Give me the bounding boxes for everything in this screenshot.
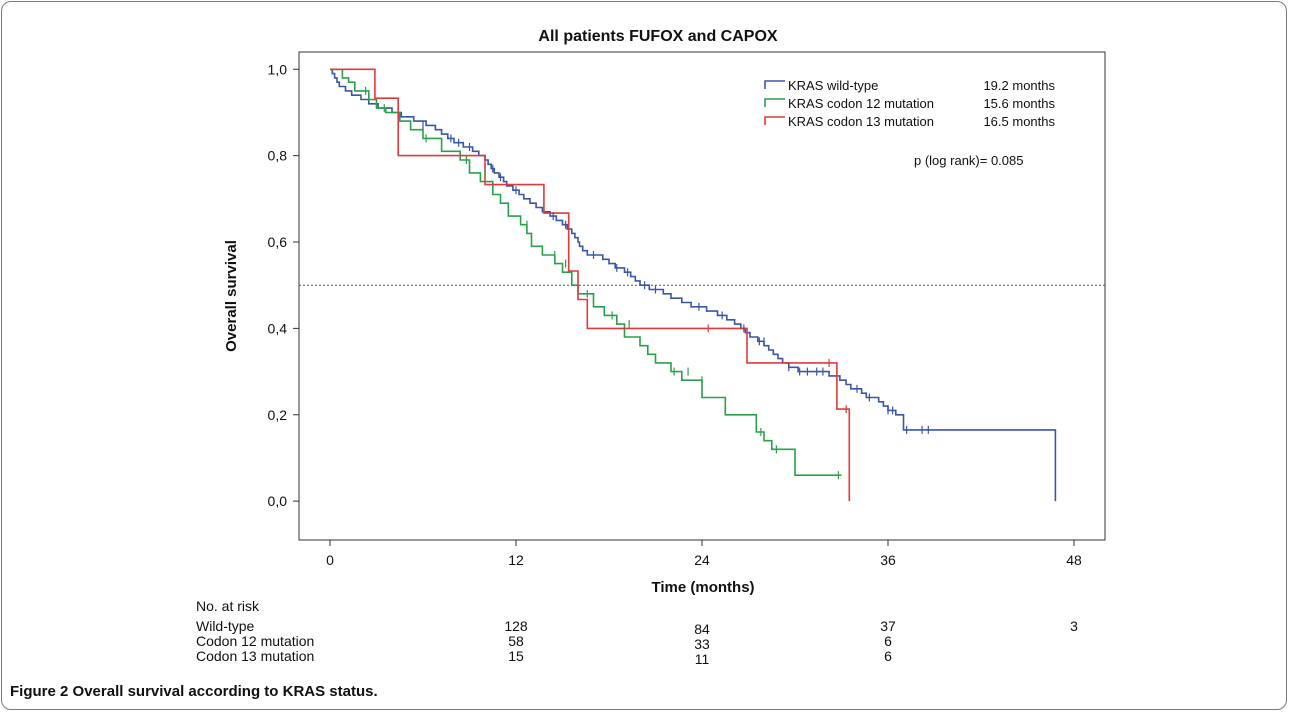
figure-caption: Figure 2 Overall survival according to K… xyxy=(10,683,378,700)
risk-row-value: 6 xyxy=(884,633,892,649)
y-axis-label: Overall survival xyxy=(223,240,240,352)
risk-row-label: Codon 12 mutation xyxy=(196,633,314,649)
legend: KRAS wild-type 19.2 months KRAS codon 12 m… xyxy=(764,78,1055,129)
caption-text: Overall survival according to KRAS statu… xyxy=(72,683,378,700)
y-tick-label: 0,0 xyxy=(268,493,288,509)
y-tick-label: 0,2 xyxy=(268,407,288,423)
caption-label: Figure 2 xyxy=(10,683,69,700)
axes: 0 12 24 36 48 0,0 0,2 0,4 0,6 0,8 1,0 xyxy=(268,61,1082,568)
risk-row-value: 33 xyxy=(694,636,710,652)
x-tick-label: 24 xyxy=(694,552,710,568)
risk-row-label: Codon 13 mutation xyxy=(196,648,314,664)
legend-swatch-2 xyxy=(764,98,785,107)
x-tick-label: 36 xyxy=(880,552,896,568)
x-tick-label: 0 xyxy=(326,552,334,568)
risk-row-label: Wild-type xyxy=(196,618,255,634)
legend-swatch-3 xyxy=(764,116,785,125)
legend-label-2: KRAS codon 12 mutation xyxy=(788,96,934,111)
risk-row-value: 84 xyxy=(694,621,710,637)
series-line-3 xyxy=(330,68,851,502)
legend-median-3: 16.5 months xyxy=(983,114,1055,129)
risk-row-value: 11 xyxy=(695,651,710,667)
y-tick-label: 0,8 xyxy=(268,148,288,164)
series-lines xyxy=(330,68,1057,502)
y-tick-label: 0,6 xyxy=(268,234,288,250)
chart-title: All patients FUFOX and CAPOX xyxy=(538,28,777,45)
risk-row-value: 128 xyxy=(504,618,528,634)
y-tick-label: 0,4 xyxy=(268,320,288,336)
risk-row-value: 58 xyxy=(508,633,524,649)
risk-table-title: No. at risk xyxy=(196,598,260,614)
y-tick-label: 1,0 xyxy=(268,61,288,77)
censor-marks xyxy=(365,86,929,480)
legend-median-1: 19.2 months xyxy=(983,78,1055,93)
risk-row-value: 6 xyxy=(884,648,892,664)
legend-median-2: 15.6 months xyxy=(983,96,1055,111)
risk-table: No. at risk Wild-type 128 84 37 3 Codon 12 mu… xyxy=(196,598,1078,667)
risk-row-value: 37 xyxy=(880,618,896,634)
legend-label-3: KRAS codon 13 mutation xyxy=(788,114,934,129)
legend-label-1: KRAS wild-type xyxy=(788,78,878,93)
x-axis-label: Time (months) xyxy=(651,579,754,596)
pvalue-text: p (log rank)= 0.085 xyxy=(914,153,1023,168)
x-tick-label: 12 xyxy=(508,552,524,568)
legend-swatch-1 xyxy=(764,80,785,89)
risk-row-value: 3 xyxy=(1070,618,1078,634)
x-tick-label: 48 xyxy=(1066,552,1082,568)
series-line-2 xyxy=(330,68,842,476)
risk-row-value: 15 xyxy=(508,648,524,664)
